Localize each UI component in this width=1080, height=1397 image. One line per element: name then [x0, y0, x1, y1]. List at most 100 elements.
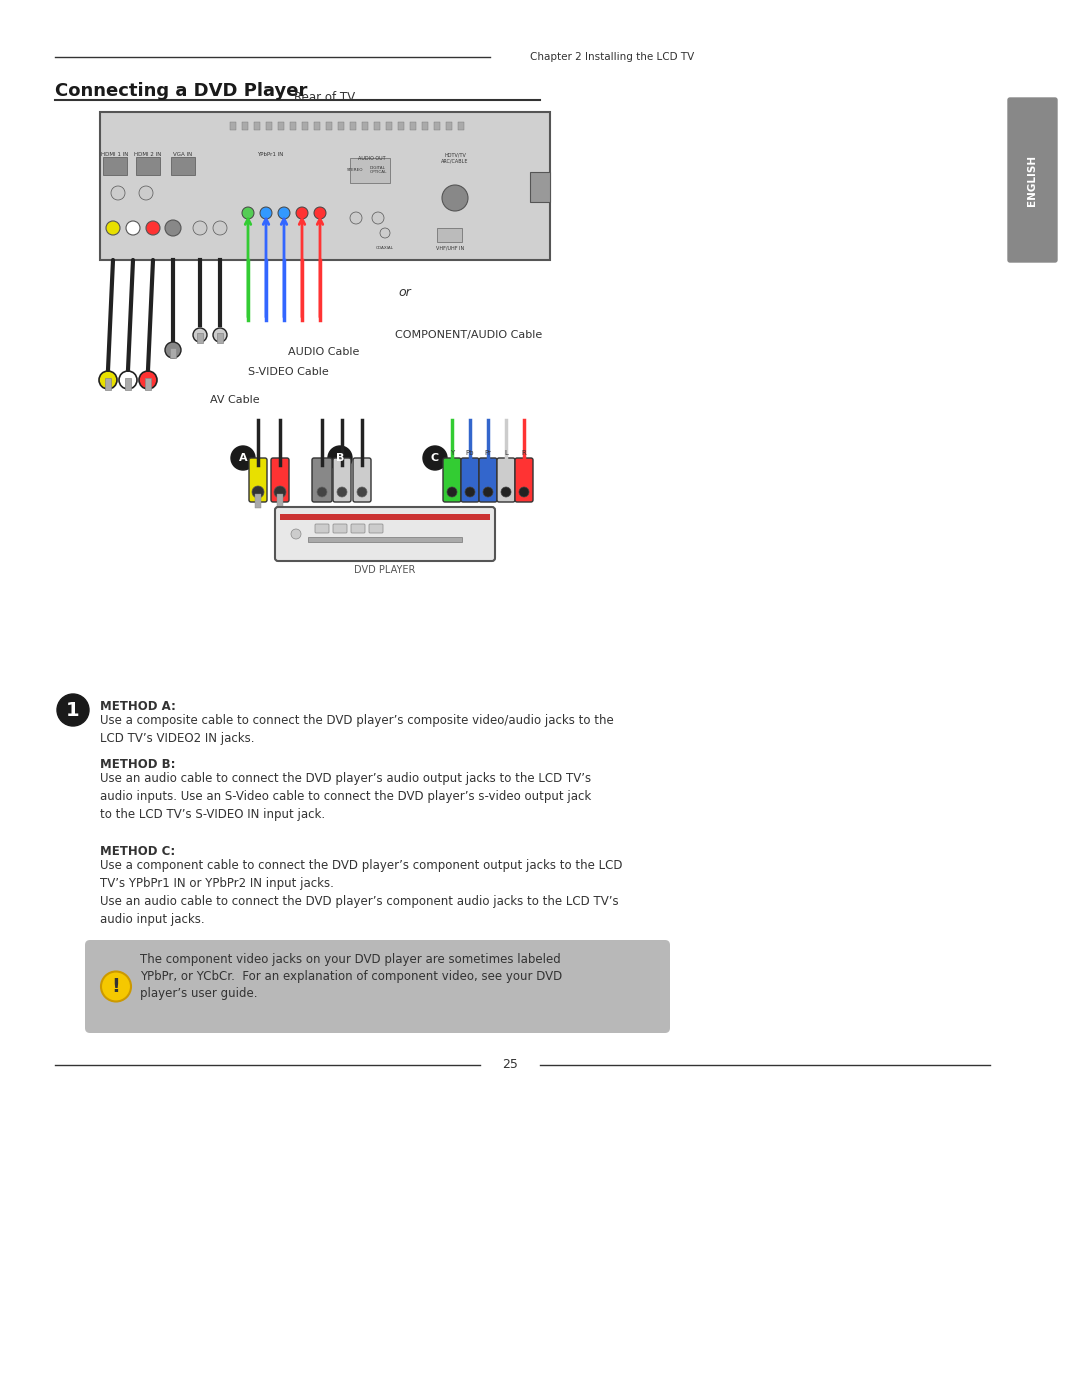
FancyBboxPatch shape	[369, 524, 383, 534]
Text: VHF/UHF IN: VHF/UHF IN	[436, 246, 464, 250]
FancyBboxPatch shape	[437, 228, 462, 242]
Circle shape	[193, 328, 207, 342]
Circle shape	[111, 186, 125, 200]
Circle shape	[350, 212, 362, 224]
Circle shape	[193, 221, 207, 235]
Text: 1: 1	[66, 700, 80, 719]
Circle shape	[296, 207, 308, 219]
FancyBboxPatch shape	[266, 122, 272, 130]
FancyBboxPatch shape	[446, 122, 453, 130]
Circle shape	[126, 221, 140, 235]
Text: METHOD A:: METHOD A:	[100, 700, 176, 712]
Text: Pr: Pr	[485, 450, 491, 455]
Text: DVD PLAYER: DVD PLAYER	[354, 564, 416, 576]
FancyBboxPatch shape	[315, 524, 329, 534]
FancyBboxPatch shape	[410, 122, 416, 130]
Text: Y: Y	[450, 450, 454, 455]
Circle shape	[102, 971, 131, 1002]
Circle shape	[278, 207, 291, 219]
FancyBboxPatch shape	[338, 122, 345, 130]
Circle shape	[337, 488, 347, 497]
FancyBboxPatch shape	[326, 122, 332, 130]
FancyBboxPatch shape	[333, 458, 351, 502]
Text: Pb: Pb	[465, 450, 474, 455]
FancyBboxPatch shape	[105, 379, 111, 390]
FancyBboxPatch shape	[362, 122, 368, 130]
Text: B: B	[336, 453, 345, 462]
Text: Chapter 2 Installing the LCD TV: Chapter 2 Installing the LCD TV	[530, 52, 694, 61]
FancyBboxPatch shape	[1008, 98, 1057, 263]
FancyBboxPatch shape	[461, 458, 480, 502]
FancyBboxPatch shape	[278, 122, 284, 130]
Text: Use an audio cable to connect the DVD player’s audio output jacks to the LCD TV’: Use an audio cable to connect the DVD pl…	[100, 773, 591, 821]
FancyBboxPatch shape	[85, 940, 670, 1032]
Circle shape	[372, 212, 384, 224]
Circle shape	[213, 221, 227, 235]
Circle shape	[213, 328, 227, 342]
Text: The component video jacks on your DVD player are sometimes labeled
YPbPr, or YCb: The component video jacks on your DVD pl…	[140, 953, 563, 1000]
FancyBboxPatch shape	[530, 172, 550, 203]
Circle shape	[519, 488, 529, 497]
Circle shape	[165, 342, 181, 358]
FancyBboxPatch shape	[291, 122, 296, 130]
Text: YPbPr1 IN: YPbPr1 IN	[257, 152, 283, 158]
Text: VGA IN: VGA IN	[174, 152, 192, 158]
Circle shape	[119, 372, 137, 388]
Circle shape	[501, 488, 511, 497]
FancyBboxPatch shape	[125, 379, 131, 390]
Circle shape	[380, 228, 390, 237]
Circle shape	[260, 207, 272, 219]
Text: L: L	[504, 450, 508, 455]
FancyBboxPatch shape	[230, 122, 237, 130]
Text: Use a composite cable to connect the DVD player’s composite video/audio jacks to: Use a composite cable to connect the DVD…	[100, 714, 613, 745]
FancyBboxPatch shape	[171, 156, 195, 175]
Text: COMPONENT/AUDIO Cable: COMPONENT/AUDIO Cable	[395, 330, 542, 339]
FancyBboxPatch shape	[100, 112, 550, 260]
FancyBboxPatch shape	[351, 524, 365, 534]
Circle shape	[139, 372, 157, 388]
Circle shape	[314, 207, 326, 219]
FancyBboxPatch shape	[276, 495, 283, 509]
Circle shape	[252, 486, 264, 497]
FancyBboxPatch shape	[350, 122, 356, 130]
FancyBboxPatch shape	[350, 158, 390, 183]
Text: DIGITAL
OPTICAL: DIGITAL OPTICAL	[369, 166, 387, 175]
Text: Connecting a DVD Player: Connecting a DVD Player	[55, 82, 308, 101]
Text: Rear of TV: Rear of TV	[295, 91, 355, 103]
Circle shape	[328, 446, 352, 469]
Text: A: A	[239, 453, 247, 462]
Text: R: R	[522, 450, 526, 455]
Text: Use a component cable to connect the DVD player’s component output jacks to the : Use a component cable to connect the DVD…	[100, 859, 622, 926]
Circle shape	[99, 372, 117, 388]
FancyBboxPatch shape	[515, 458, 534, 502]
FancyBboxPatch shape	[333, 524, 347, 534]
FancyBboxPatch shape	[308, 536, 462, 542]
Circle shape	[318, 488, 327, 497]
Text: METHOD C:: METHOD C:	[100, 845, 175, 858]
Text: 25: 25	[502, 1059, 518, 1071]
Circle shape	[465, 488, 475, 497]
FancyBboxPatch shape	[280, 514, 490, 520]
FancyBboxPatch shape	[170, 348, 176, 358]
FancyBboxPatch shape	[136, 156, 160, 175]
Circle shape	[291, 529, 301, 539]
FancyBboxPatch shape	[103, 156, 127, 175]
FancyBboxPatch shape	[197, 332, 203, 344]
Text: AUDIO OUT: AUDIO OUT	[359, 155, 386, 161]
FancyBboxPatch shape	[399, 122, 404, 130]
Circle shape	[423, 446, 447, 469]
FancyBboxPatch shape	[434, 122, 440, 130]
FancyBboxPatch shape	[242, 122, 248, 130]
FancyBboxPatch shape	[249, 458, 267, 502]
FancyBboxPatch shape	[443, 458, 461, 502]
Circle shape	[139, 186, 153, 200]
Circle shape	[106, 221, 120, 235]
Circle shape	[442, 184, 468, 211]
Text: S-VIDEO Cable: S-VIDEO Cable	[248, 367, 328, 377]
Circle shape	[357, 488, 367, 497]
Text: ENGLISH: ENGLISH	[1027, 155, 1037, 205]
FancyBboxPatch shape	[254, 122, 260, 130]
FancyBboxPatch shape	[302, 122, 308, 130]
Text: METHOD B:: METHOD B:	[100, 759, 175, 771]
Circle shape	[242, 207, 254, 219]
